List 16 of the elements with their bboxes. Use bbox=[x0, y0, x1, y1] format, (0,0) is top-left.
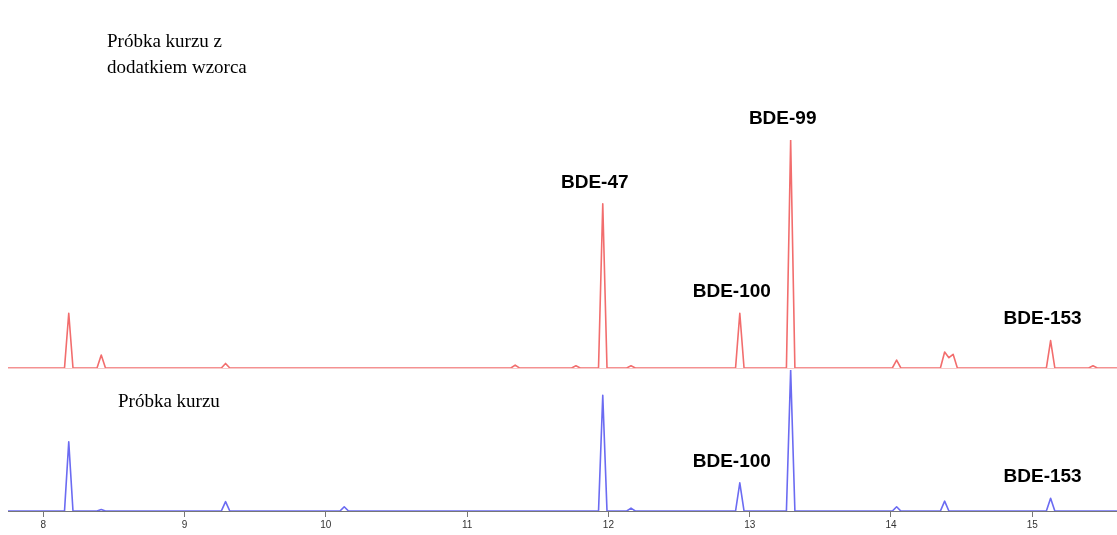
x-tick-label: 12 bbox=[602, 518, 615, 530]
annotation: BDE-99 bbox=[748, 106, 817, 128]
annotation: BDE-47 bbox=[560, 170, 629, 192]
annotation: BDE-100 bbox=[692, 449, 771, 471]
text: Próbka kurzu z dodatkiem wzorca bbox=[107, 29, 248, 79]
annotation: BDE-153 bbox=[1003, 307, 1082, 329]
annotation: BDE-100 bbox=[692, 280, 771, 302]
x-tick-label: 8 bbox=[40, 518, 47, 530]
x-tick-label: 15 bbox=[1026, 518, 1039, 530]
x-tick-label: 13 bbox=[744, 518, 756, 530]
annotation: Próbka kurzu bbox=[118, 389, 220, 413]
x-tick-label: 9 bbox=[181, 518, 188, 530]
x-tick-label: 11 bbox=[461, 518, 473, 530]
x-tick-label: 14 bbox=[885, 518, 897, 530]
annotation: BDE-153 bbox=[1003, 465, 1082, 487]
x-tick-label: 10 bbox=[320, 518, 332, 530]
